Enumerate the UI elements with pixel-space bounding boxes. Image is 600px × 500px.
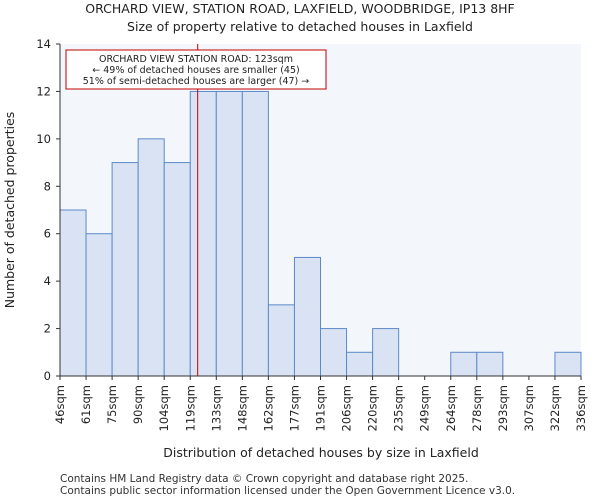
y-tick-label: 12 <box>36 84 51 98</box>
chart-subtitle: Size of property relative to detached ho… <box>127 19 473 34</box>
annotation-line-1: ORCHARD VIEW STATION ROAD: 123sqm <box>99 54 293 65</box>
bar-162sqm <box>267 304 295 377</box>
x-tick-label-307sqm: 307sqm <box>522 385 536 431</box>
x-tick-label-278sqm: 278sqm <box>470 385 484 431</box>
y-tick-label: 8 <box>44 179 51 193</box>
x-tick-label-206sqm: 206sqm <box>340 385 354 431</box>
bar-133sqm <box>215 90 243 377</box>
x-tick-label-90sqm: 90sqm <box>131 385 145 424</box>
x-tick-label-220sqm: 220sqm <box>366 385 380 431</box>
x-tick-label-177sqm: 177sqm <box>287 385 301 431</box>
y-tick-label: 14 <box>36 37 51 51</box>
x-tick-label-191sqm: 191sqm <box>314 385 328 431</box>
footer-line-2: Contains public sector information licen… <box>60 485 515 497</box>
y-tick-label: 0 <box>44 369 51 383</box>
y-tick-label: 10 <box>36 132 51 146</box>
bar-61sqm <box>85 233 113 377</box>
x-tick-label-249sqm: 249sqm <box>418 385 432 431</box>
x-tick-label-46sqm: 46sqm <box>53 385 67 424</box>
bar-119sqm <box>189 90 217 377</box>
chart-title: ORCHARD VIEW, STATION ROAD, LAXFIELD, WO… <box>85 1 515 16</box>
bar-191sqm <box>320 328 348 377</box>
x-tick-label-148sqm: 148sqm <box>235 385 249 431</box>
bar-104sqm <box>163 162 191 377</box>
bar-75sqm <box>111 162 139 377</box>
y-axis-label: Number of detached properties <box>2 112 17 309</box>
x-tick-label-75sqm: 75sqm <box>105 385 119 424</box>
bar-177sqm <box>293 256 322 377</box>
bar-148sqm <box>241 90 269 377</box>
x-tick-label-322sqm: 322sqm <box>548 385 562 431</box>
annotation-box: ORCHARD VIEW STATION ROAD: 123sqm ← 49% … <box>65 49 327 90</box>
bar-90sqm <box>137 138 165 377</box>
y-axis-ticks: 0 2 4 6 8 10 12 14 <box>36 37 60 383</box>
x-tick-label-293sqm: 293sqm <box>496 385 510 431</box>
y-tick-label: 6 <box>44 227 51 241</box>
x-tick-label-133sqm: 133sqm <box>209 385 223 431</box>
annotation-frame <box>65 49 327 90</box>
x-tick-label-235sqm: 235sqm <box>392 385 406 431</box>
annotation-line-2: ← 49% of detached houses are smaller (45… <box>92 65 299 76</box>
y-tick-label: 4 <box>44 274 51 288</box>
bars-group <box>59 90 582 377</box>
bar-264sqm <box>450 351 478 377</box>
x-tick-label-264sqm: 264sqm <box>444 385 458 431</box>
x-tick-label-336sqm: 336sqm <box>574 385 588 431</box>
x-tick-label-119sqm: 119sqm <box>183 385 197 431</box>
bar-46sqm <box>59 209 87 377</box>
bar-322sqm <box>554 351 582 377</box>
footer-line-1: Contains HM Land Registry data © Crown c… <box>60 473 468 485</box>
x-tick-label-61sqm: 61sqm <box>79 385 93 424</box>
bar-278sqm <box>476 351 504 377</box>
bar-206sqm <box>346 351 374 377</box>
bar-220sqm <box>372 328 400 377</box>
x-tick-label-104sqm: 104sqm <box>157 385 171 431</box>
y-tick-label: 2 <box>44 322 51 336</box>
x-axis-ticks: 46sqm 61sqm 75sqm 90sqm 104sqm 119sqm 133sqm 14… <box>53 376 588 431</box>
x-tick-label-162sqm: 162sqm <box>261 385 275 431</box>
x-axis-label: Distribution of detached houses by size … <box>163 445 479 460</box>
annotation-line-3: 51% of semi-detached houses are larger (… <box>83 76 310 87</box>
